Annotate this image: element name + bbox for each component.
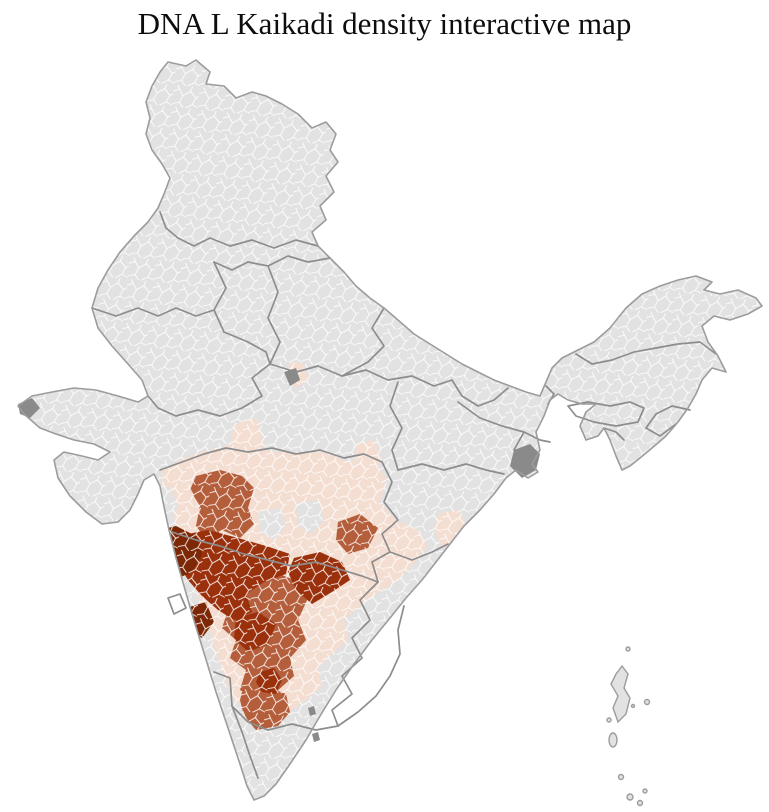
coast-lagoon-patch <box>312 732 320 742</box>
dark-terrain-patches <box>18 368 540 742</box>
district-borders-texture <box>18 60 762 800</box>
coast-lagoon-patch <box>308 706 316 716</box>
map-title: DNA L Kaikadi density interactive map <box>137 6 632 41</box>
india-outline <box>17 59 763 801</box>
central-dark-patch <box>284 368 300 386</box>
state-borders <box>91 211 717 779</box>
andaman-nicobar-islands[interactable] <box>606 646 651 807</box>
sundarbans-delta <box>510 444 540 478</box>
